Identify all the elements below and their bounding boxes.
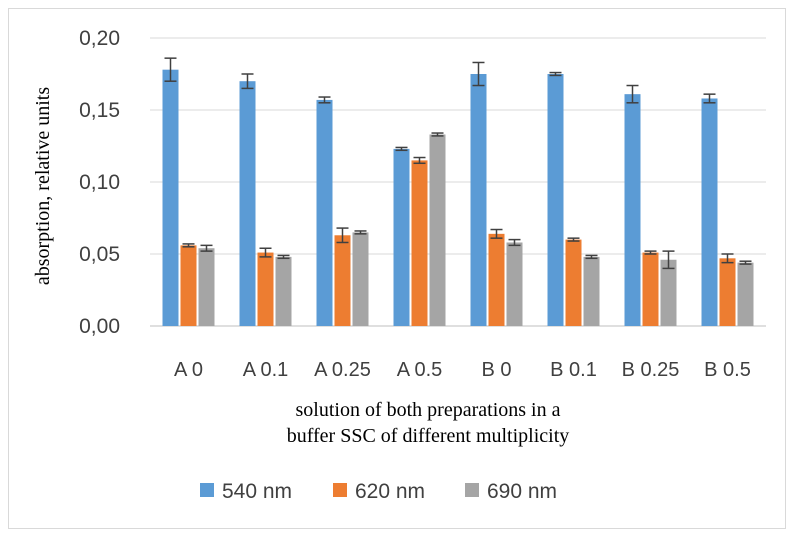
bar [411, 160, 428, 326]
bar [239, 81, 256, 326]
y-axis-ticks: 0,00 0,05 0,10 0,15 0,20 [79, 27, 120, 338]
bar [257, 252, 274, 326]
bar [565, 239, 582, 326]
bar [198, 248, 215, 326]
x-tick-label: B 0.25 [622, 359, 680, 381]
bar [275, 256, 292, 326]
bar [488, 233, 505, 326]
legend-swatch [200, 483, 214, 497]
x-tick-label: A 0 [174, 359, 203, 381]
x-axis-title-line-1: solution of both preparations in a [296, 399, 561, 421]
y-tick-label: 0,05 [79, 243, 120, 266]
bar [429, 134, 446, 326]
bar [334, 235, 351, 326]
bar [506, 242, 523, 326]
bar [719, 258, 736, 326]
bar [660, 259, 677, 326]
legend-label: 540 nm [222, 480, 292, 503]
y-tick-label: 0,15 [79, 99, 120, 122]
y-axis-title: absorption, relative units [32, 87, 54, 286]
x-tick-label: A 0.5 [397, 359, 443, 381]
bar [162, 69, 179, 327]
bar [180, 245, 197, 326]
legend-swatch [333, 483, 347, 497]
x-tick-label: B 0 [481, 359, 511, 381]
legend-label: 690 nm [487, 480, 557, 503]
x-tick-label: B 0.5 [704, 359, 751, 381]
bar [316, 99, 333, 326]
y-tick-label: 0,20 [79, 27, 120, 50]
x-axis-ticks: A 0 A 0.1 A 0.25 A 0.5 B 0 B 0.1 B 0.25 B 0.5 [174, 359, 751, 381]
bars [162, 57, 754, 327]
y-tick-label: 0,00 [79, 315, 120, 338]
bar [737, 262, 754, 326]
bar [624, 94, 641, 326]
bar [470, 74, 487, 326]
legend-label: 620 nm [355, 480, 425, 503]
bar [701, 98, 718, 326]
bar [642, 252, 659, 326]
x-tick-label: B 0.1 [550, 359, 597, 381]
bar [352, 232, 369, 326]
x-tick-label: A 0.25 [314, 359, 371, 381]
x-axis-title-line-2: buffer SSC of different multiplicity [287, 425, 570, 447]
x-tick-label: A 0.1 [243, 359, 289, 381]
bar [547, 74, 564, 326]
bar [393, 148, 410, 326]
bar [583, 256, 600, 326]
legend: 540 nm 620 nm 690 nm [200, 480, 557, 503]
legend-swatch [465, 483, 479, 497]
y-tick-label: 0,10 [79, 171, 120, 194]
